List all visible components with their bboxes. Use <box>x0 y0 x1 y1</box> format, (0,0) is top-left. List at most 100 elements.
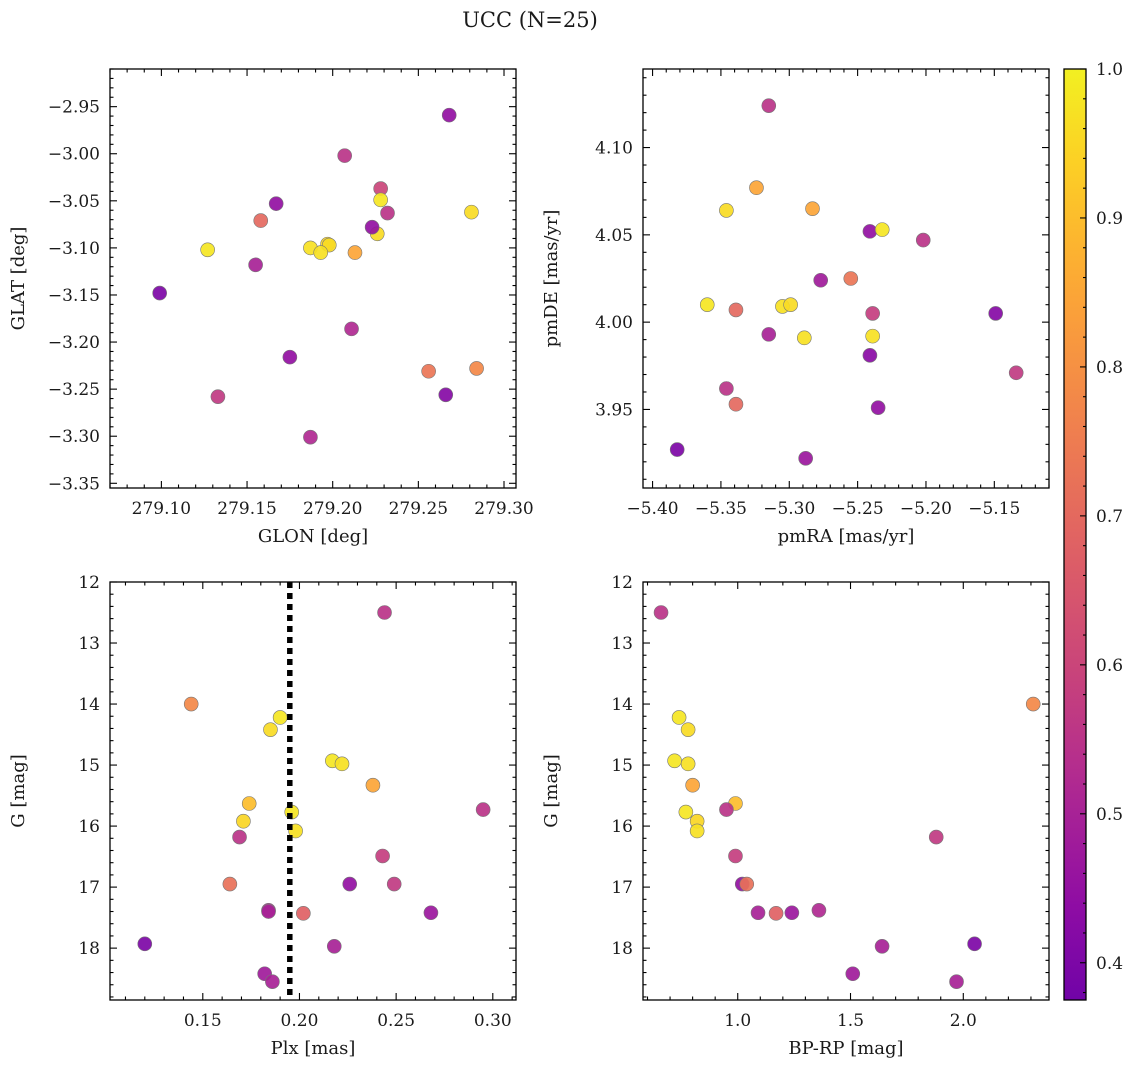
data-point <box>296 906 311 921</box>
colorbar-tick-label: 0.4 <box>1096 954 1123 974</box>
scatter-panel-3: 0.15 0.20 0.25 0.30 12 13 14 15 16 17 18 Plx [mas] G… <box>8 573 517 1059</box>
y-tick-label: 18 <box>78 939 100 959</box>
y-tick-label: 16 <box>611 817 633 837</box>
data-point <box>222 876 238 892</box>
data-point <box>761 98 777 113</box>
data-point <box>380 205 395 221</box>
y-tick-label: −3.20 <box>48 333 100 353</box>
data-point <box>678 804 694 820</box>
x-tick-label: 0.25 <box>377 1011 415 1031</box>
data-point <box>870 400 886 415</box>
data-point <box>915 232 931 248</box>
data-point <box>874 939 890 954</box>
data-point <box>347 245 363 260</box>
data-point <box>272 710 288 725</box>
data-point <box>475 802 491 817</box>
data-point <box>334 756 350 772</box>
data-point <box>874 222 890 237</box>
data-point <box>377 605 392 620</box>
x-tick-label: −5.25 <box>832 499 884 519</box>
data-point <box>469 361 484 376</box>
data-point <box>248 257 263 273</box>
data-point <box>423 905 439 921</box>
x-axis-label: pmRA [mas/yr] <box>778 526 915 547</box>
data-point <box>313 245 329 260</box>
x-tick-label: 1.5 <box>837 1011 864 1031</box>
y-tick-label: −3.15 <box>48 286 100 306</box>
x-axis-label: BP-RP [mag] <box>788 1038 903 1059</box>
data-point <box>263 722 278 737</box>
data-point <box>719 203 734 218</box>
data-point <box>152 285 167 301</box>
data-point <box>232 829 247 845</box>
y-tick-label: 4.10 <box>595 139 633 159</box>
y-axis-label: GLAT [deg] <box>8 227 29 331</box>
x-tick-label: −5.30 <box>763 499 815 519</box>
scatter-panel-4: 1.0 1.5 2.0 12 13 14 15 16 17 18 BP-RP [mag] G [mag… <box>541 573 1050 1059</box>
colorbar-frame <box>1063 68 1087 1001</box>
colorbar-tick-label: 0.8 <box>1096 358 1123 378</box>
y-tick-label: 14 <box>78 695 100 715</box>
data-point <box>728 302 744 318</box>
data-point <box>750 905 766 921</box>
data-point <box>768 906 784 921</box>
plot-frame <box>642 581 1050 1001</box>
data-point <box>375 848 390 864</box>
data-point <box>865 306 880 321</box>
data-point <box>843 271 859 286</box>
figure-title: UCC (N=25) <box>462 8 598 32</box>
x-tick-label: 279.15 <box>217 499 276 519</box>
x-tick-label: 0.30 <box>474 1011 512 1031</box>
data-point <box>728 848 743 864</box>
x-tick-label: 279.30 <box>474 499 533 519</box>
data-point <box>680 756 696 772</box>
data-point <box>798 451 813 466</box>
data-point <box>811 902 827 918</box>
data-point <box>685 777 700 793</box>
data-point <box>236 813 251 829</box>
data-point <box>783 297 798 312</box>
data-point <box>326 939 342 954</box>
y-tick-label: 17 <box>611 878 633 898</box>
scatter-panel-2: −5.40 −5.35 −5.30 −5.25 −5.20 −5.15 3.95 4.00 4.… <box>541 68 1050 547</box>
data-point <box>669 442 685 457</box>
data-point <box>862 348 878 363</box>
data-point <box>438 387 454 403</box>
colorbar-gradient <box>1064 69 1086 1000</box>
plot-frame <box>109 581 517 1001</box>
data-point <box>728 396 744 412</box>
data-point <box>805 201 820 216</box>
colorbar-tick-label: 0.6 <box>1096 656 1123 676</box>
y-tick-label: 13 <box>611 634 633 654</box>
data-point <box>865 328 880 344</box>
y-tick-label: −2.95 <box>48 98 100 118</box>
data-point <box>1025 696 1041 712</box>
scatter-panel-1: 279.10 279.15 279.20 279.25 279.30 −3.35 −3.30… <box>8 68 534 547</box>
plot-frame <box>642 68 1050 489</box>
y-tick-label: 4.00 <box>595 313 633 333</box>
data-point <box>337 148 352 163</box>
y-tick-label: 15 <box>611 756 633 776</box>
x-tick-label: −5.15 <box>968 499 1020 519</box>
x-tick-label: 279.20 <box>303 499 362 519</box>
y-tick-label: 15 <box>78 756 100 776</box>
data-point <box>949 974 964 989</box>
data-point <box>719 381 734 396</box>
y-tick-label: 4.05 <box>595 226 633 246</box>
x-tick-label: 0.20 <box>281 1011 319 1031</box>
data-point <box>261 904 276 919</box>
x-axis-label: Plx [mas] <box>271 1038 356 1059</box>
data-point <box>386 876 402 892</box>
data-point <box>441 107 457 123</box>
data-point <box>797 330 812 346</box>
x-tick-label: −5.40 <box>627 499 679 519</box>
data-point <box>699 297 715 312</box>
data-point <box>364 219 380 235</box>
data-point <box>282 349 298 365</box>
x-axis-label: GLON [deg] <box>258 526 368 547</box>
data-point <box>268 196 284 211</box>
data-point <box>689 823 705 839</box>
colorbar-tick-label: 0.5 <box>1096 805 1123 825</box>
data-point <box>344 321 359 337</box>
